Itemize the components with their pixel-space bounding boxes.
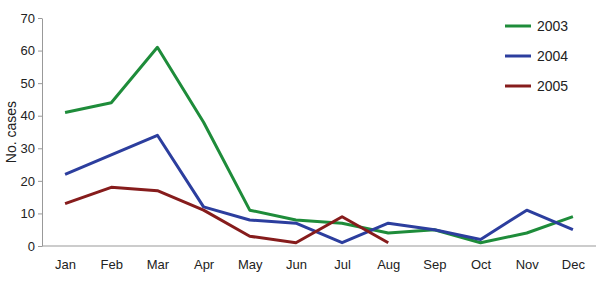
x-tick: Aug: [377, 246, 400, 272]
x-tick-label: May: [238, 257, 263, 272]
x-tick-label: Mar: [147, 257, 170, 272]
x-tick-label: Oct: [471, 257, 492, 272]
x-axis: Jan Feb Mar Apr May Jun Jul Aug Sep Oct Nov Dec: [42, 246, 596, 272]
y-tick-mark: [38, 246, 42, 247]
legend-swatch: [505, 85, 531, 88]
x-tick: Feb: [101, 246, 123, 272]
plot-area: [65, 47, 573, 242]
y-tick-mark: [38, 83, 42, 84]
y-tick-mark: [38, 213, 42, 214]
x-tick-label: Feb: [101, 257, 123, 272]
series-line: [65, 135, 573, 242]
y-tick-mark: [38, 148, 42, 149]
x-tick-label: Apr: [194, 257, 215, 272]
x-tick: Jan: [55, 246, 76, 272]
y-tick-label: 0: [28, 239, 35, 254]
y-tick-mark: [38, 116, 42, 117]
y-axis: 0 10 20 30 40 50 60 70: [21, 11, 43, 254]
y-tick-label: 60: [21, 43, 35, 58]
series-line: [65, 47, 573, 242]
y-axis-line: [42, 19, 43, 247]
x-tick: Dec: [562, 246, 586, 272]
y-tick-label: 10: [21, 206, 35, 221]
x-tick-label: Nov: [516, 257, 540, 272]
x-tick: Oct: [471, 246, 492, 272]
x-tick: Jun: [286, 246, 307, 272]
chart: 0 10 20 30 40 50 60 70 Jan Feb Mar Apr May Jun Jul Aug S…: [0, 0, 600, 298]
x-tick: Nov: [516, 246, 540, 272]
y-tick-mark: [38, 18, 42, 19]
y-tick-label: 50: [21, 76, 35, 91]
y-tick-label: 30: [21, 141, 35, 156]
y-tick-mark: [38, 51, 42, 52]
y-tick-mark: [38, 181, 42, 182]
x-tick: Sep: [423, 246, 446, 272]
x-tick-label: Jan: [55, 257, 76, 272]
x-tick-label: Aug: [377, 257, 400, 272]
x-tick: Mar: [147, 246, 170, 272]
y-tick-label: 40: [21, 108, 35, 123]
y-tick: 10: [21, 206, 42, 221]
legend-swatch: [505, 55, 531, 58]
x-tick: Jul: [334, 246, 351, 272]
legend-label: 2003: [537, 18, 568, 34]
x-tick: May: [238, 246, 263, 272]
x-tick: Apr: [194, 246, 215, 272]
x-tick-label: Sep: [423, 257, 446, 272]
y-tick: 0: [28, 239, 42, 254]
legend-swatch: [505, 25, 531, 28]
y-tick: 30: [21, 141, 42, 156]
legend-label: 2004: [537, 48, 568, 64]
y-tick: 60: [21, 43, 42, 58]
y-tick-label: 20: [21, 174, 35, 189]
series-line: [65, 187, 388, 242]
legend-entry: 2005: [505, 78, 568, 94]
x-tick-label: Dec: [562, 257, 586, 272]
y-tick: 50: [21, 76, 42, 91]
x-axis-line: [42, 246, 596, 247]
legend-entry: 2004: [505, 48, 568, 64]
x-tick-label: Jul: [334, 257, 351, 272]
y-axis-title: No. cases: [3, 101, 19, 163]
legend-entry: 2003: [505, 18, 568, 34]
y-tick-label: 70: [21, 11, 35, 26]
y-tick: 20: [21, 174, 42, 189]
legend-label: 2005: [537, 78, 568, 94]
y-tick: 40: [21, 108, 42, 123]
legend: 2003 2004 2005: [505, 18, 568, 94]
y-tick: 70: [21, 11, 42, 26]
x-tick-label: Jun: [286, 257, 307, 272]
